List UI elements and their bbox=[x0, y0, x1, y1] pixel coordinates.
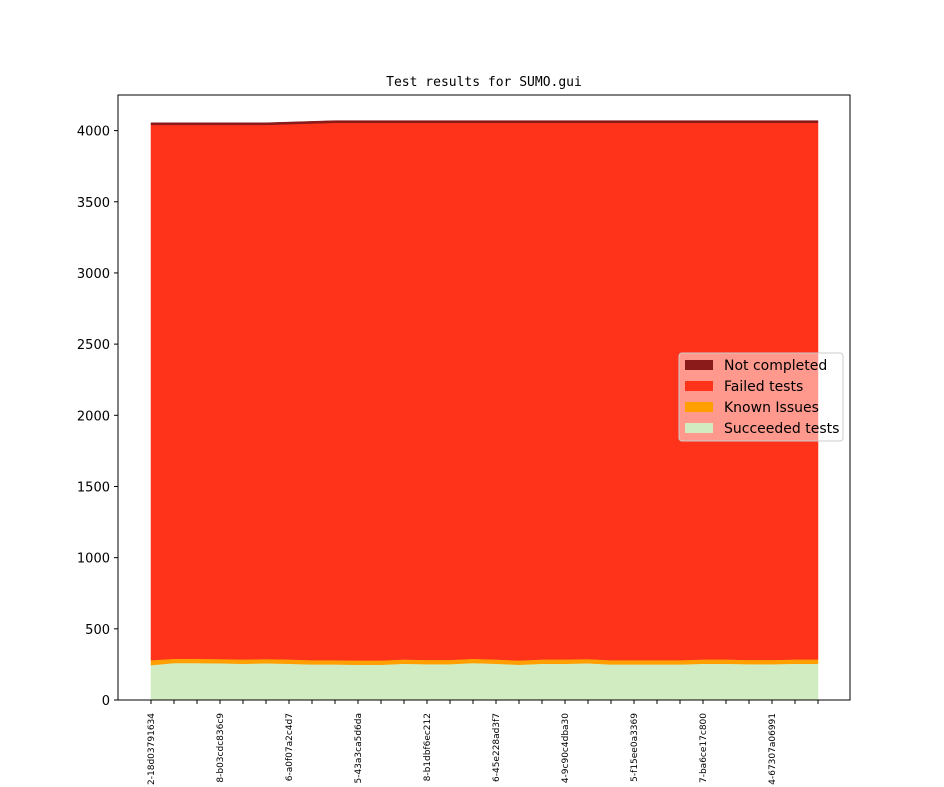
y-tick-label: 2000 bbox=[77, 409, 110, 424]
x-axis: 2-18d03791634 8-b03cdc836c9 6-a0f07a2c4d7 5… bbox=[147, 700, 819, 785]
y-tick-label: 3500 bbox=[77, 196, 110, 211]
area-not-completed bbox=[150, 120, 819, 126]
plot-frame bbox=[117, 94, 851, 701]
legend-swatch bbox=[685, 360, 713, 370]
y-tick-label: 2500 bbox=[77, 338, 110, 353]
x-tick-label: 7-ba6ce17c800 bbox=[699, 713, 709, 783]
y-tick-label: 1000 bbox=[77, 552, 110, 567]
legend-label: Succeeded tests bbox=[724, 421, 839, 437]
legend-label: Failed tests bbox=[724, 379, 803, 395]
x-tick-label: 8-b03cdc836c9 bbox=[216, 713, 226, 783]
x-tick-label: 4-67307a06991 bbox=[768, 713, 778, 785]
y-tick-label: 500 bbox=[85, 623, 110, 638]
x-tick-label: 6-45e228ad3f7 bbox=[492, 713, 502, 782]
legend-swatch bbox=[685, 402, 713, 412]
y-tick-label: 1500 bbox=[77, 480, 110, 495]
chart-title: Test results for SUMO.gui bbox=[386, 75, 582, 90]
legend-box bbox=[678, 352, 844, 442]
legend: Not completed Failed tests Known Issues Suc… bbox=[678, 352, 844, 442]
area-succeeded-tests bbox=[150, 662, 819, 701]
legend-label: Not completed bbox=[724, 358, 827, 374]
areas-layer bbox=[150, 120, 819, 701]
x-tick-label: 6-a0f07a2c4d7 bbox=[285, 713, 295, 781]
x-tick-label: 4-9c90c4dba30 bbox=[561, 713, 571, 783]
y-tick-label: 0 bbox=[102, 694, 110, 709]
x-tick-label: 5-f15ee0a3369 bbox=[630, 713, 640, 782]
legend-swatch bbox=[685, 381, 713, 391]
legend-label: Known Issues bbox=[724, 400, 819, 416]
y-tick-label: 3000 bbox=[77, 267, 110, 282]
y-axis: 0 500 1000 1500 2000 2500 3000 3500 4000 bbox=[77, 125, 118, 709]
legend-swatch bbox=[685, 423, 713, 433]
x-tick-label: 5-43a3ca5d6da bbox=[354, 713, 364, 784]
x-tick-label: 2-18d03791634 bbox=[147, 713, 157, 785]
x-tick-label: 8-b1dbf6ec212 bbox=[423, 713, 433, 781]
y-tick-label: 4000 bbox=[77, 125, 110, 140]
